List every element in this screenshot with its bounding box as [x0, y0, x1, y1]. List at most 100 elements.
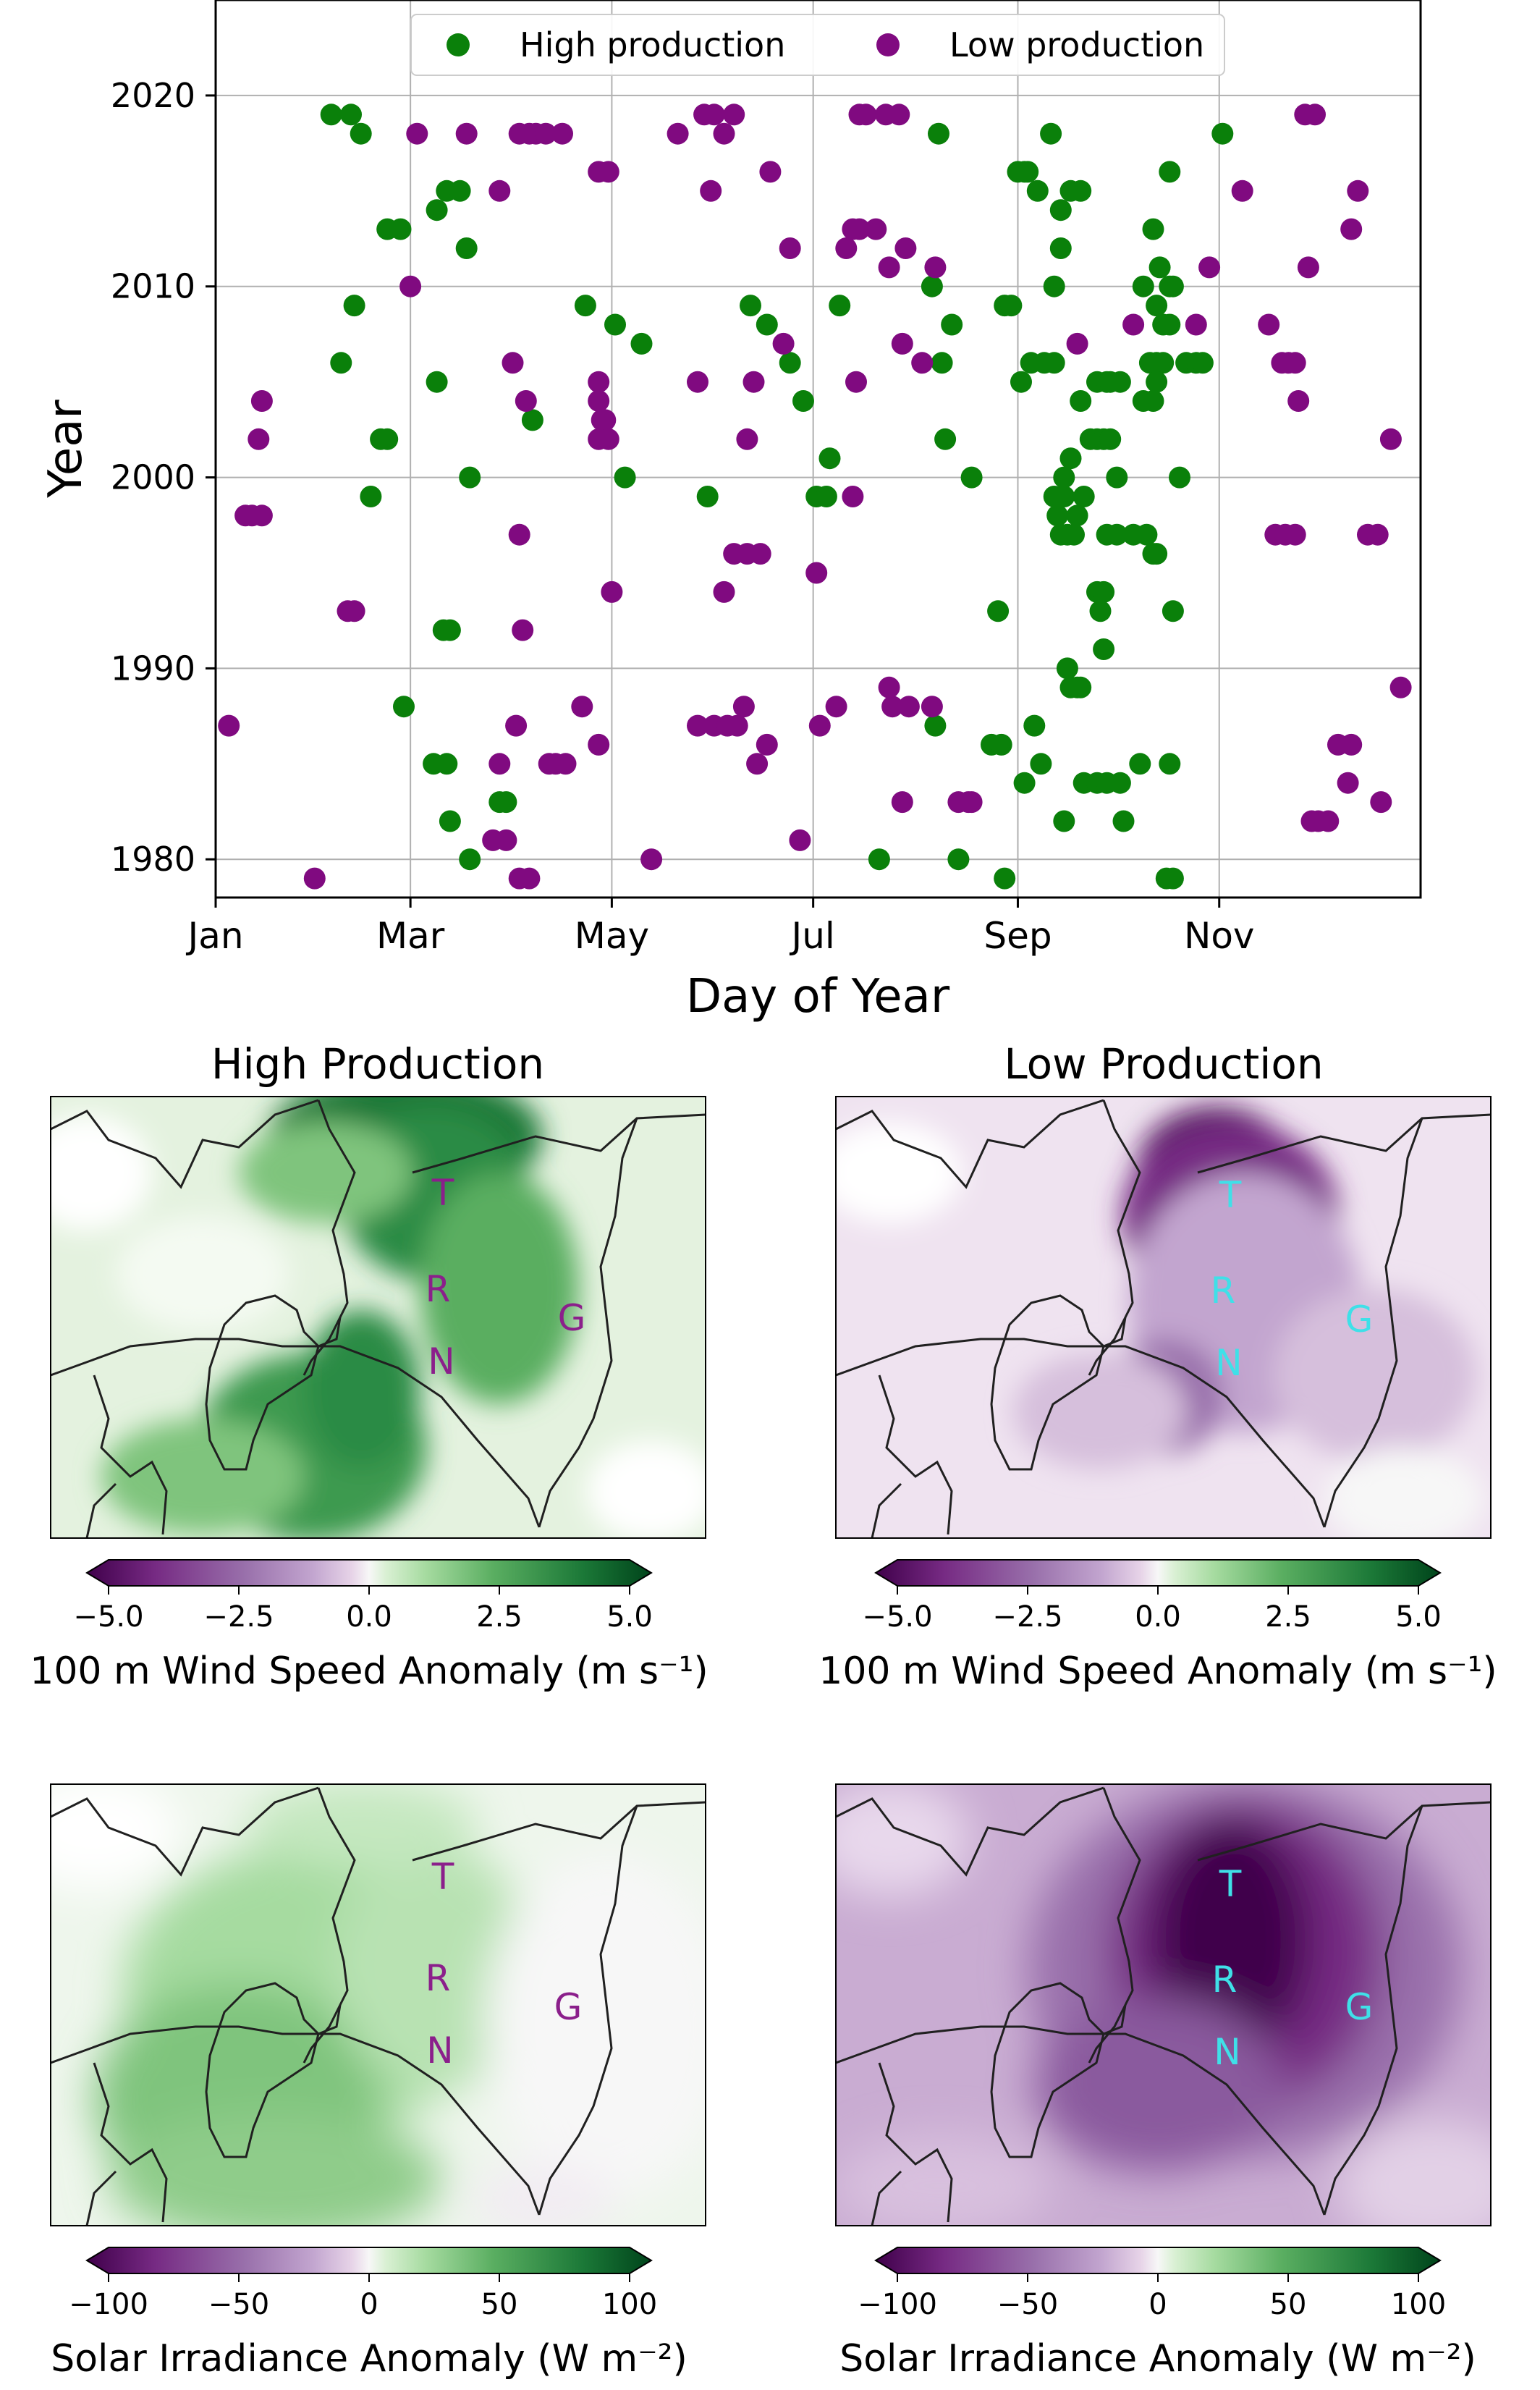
scatter-point	[518, 867, 541, 890]
colorbar-tick-label: 2.5	[476, 1600, 522, 1634]
scatter-point	[805, 562, 828, 584]
scatter-point	[888, 104, 910, 126]
scatter-point	[459, 848, 481, 871]
colorbar-tick-label: 0.0	[1135, 1600, 1181, 1634]
map-anomaly-field	[836, 1097, 1491, 1538]
scatter-point	[994, 867, 1016, 890]
scatter-point	[459, 466, 481, 489]
legend-marker-high	[447, 33, 470, 56]
scatter-point	[749, 543, 771, 565]
scatter-point	[393, 696, 415, 718]
scatter-point	[1106, 523, 1128, 546]
colorbar-tick-label: −5.0	[73, 1600, 143, 1634]
scatter-point	[1053, 486, 1075, 507]
y-tick-label: 2020	[111, 76, 195, 115]
colorbar-bar	[85, 2247, 653, 2274]
scatter-point	[248, 428, 270, 450]
x-tick-label: Mar	[376, 915, 445, 957]
scatter-point	[842, 486, 864, 507]
scatter-point	[439, 810, 461, 832]
scatter-point	[495, 829, 517, 851]
scatter-point	[1379, 428, 1402, 450]
colorbar-tick-label: 0	[1148, 2288, 1167, 2321]
scatter-point	[574, 295, 596, 317]
colorbar-tick-label: 100	[602, 2288, 657, 2321]
scatter-point	[1284, 352, 1306, 374]
map-low-wind: Low Production	[818, 1039, 1497, 1693]
scatter-point	[808, 714, 831, 737]
scatter-point	[1135, 523, 1158, 546]
scatter-point	[1066, 504, 1088, 527]
colorbar-tick-label: −100	[69, 2288, 148, 2321]
scatter-point	[772, 332, 795, 355]
colorbar-tick-label: −2.5	[992, 1600, 1062, 1634]
site-label-n: N	[428, 1340, 454, 1382]
scatter-point	[931, 352, 953, 374]
site-labels: T R N G	[426, 1856, 583, 2072]
scatter-point	[960, 791, 983, 814]
scatter-point	[1112, 810, 1135, 832]
y-tick-label: 1990	[111, 649, 195, 688]
scatter-point	[512, 619, 534, 641]
scatter-point	[947, 848, 970, 871]
y-axis-label: Year	[39, 400, 93, 499]
scatter-point	[1122, 313, 1145, 336]
scatter-point	[1340, 218, 1363, 240]
scatter-point	[597, 161, 619, 183]
scatter-point	[1148, 256, 1171, 279]
site-labels: T R N G	[1212, 1863, 1374, 2073]
colorbar-tick-label: 50	[481, 2288, 518, 2321]
scatter-point	[1053, 810, 1075, 832]
scatter-point	[1093, 580, 1115, 603]
scatter-point	[1191, 352, 1214, 374]
scatter-point	[848, 218, 871, 240]
scatter-point	[987, 600, 1010, 622]
colorbar-label: Solar Irradiance Anomaly (W m⁻²)	[51, 2337, 688, 2381]
scatter-point	[588, 371, 610, 393]
colorbar-tick-label: 50	[1270, 2288, 1307, 2321]
series-low	[218, 104, 1412, 890]
scatter-point	[389, 218, 412, 240]
scatter-point	[594, 409, 617, 431]
x-tick-label: Nov	[1184, 915, 1255, 957]
site-label-t: T	[431, 1172, 454, 1214]
scatter-point	[732, 696, 755, 718]
scatter-point	[825, 696, 847, 718]
legend-label-low: Low production	[949, 25, 1204, 64]
map-anomaly-field	[836, 1784, 1491, 2226]
scatter-point	[960, 466, 983, 489]
scatter-point	[1159, 161, 1181, 183]
country-borders	[51, 1099, 706, 1538]
scatter-point	[1162, 600, 1184, 622]
country-borders	[836, 1786, 1491, 2226]
scatter-point	[1185, 313, 1207, 336]
site-label-t: T	[431, 1856, 454, 1898]
legend-label-high: High production	[520, 25, 785, 64]
scatter-point	[1258, 313, 1280, 336]
scatter-point	[1010, 371, 1032, 393]
scatter-point	[1162, 867, 1184, 890]
scatter-point	[488, 791, 511, 814]
scatter-point	[789, 829, 811, 851]
scatter-point	[1297, 256, 1319, 279]
scatter-point	[845, 371, 867, 393]
scatter-legend: High production Low production	[410, 14, 1225, 76]
map-title-high: High Production	[211, 1039, 544, 1089]
scatter-point	[1337, 772, 1359, 794]
scatter-point	[740, 295, 761, 317]
scatter-point	[426, 371, 448, 393]
x-tick-label: May	[575, 915, 649, 957]
scatter-point	[742, 371, 765, 393]
scatter-point	[436, 753, 458, 775]
scatter-point	[1043, 275, 1065, 297]
scatter-point	[1317, 810, 1340, 832]
scatter-point	[911, 352, 934, 374]
legend-box	[410, 14, 1225, 76]
scatter-point	[878, 256, 900, 279]
scatter-point	[535, 122, 557, 145]
scatter-point	[1159, 753, 1181, 775]
scatter-point	[488, 180, 511, 202]
scatter-point	[868, 848, 890, 871]
scatter-point	[1017, 161, 1039, 183]
scatter-point	[1366, 523, 1389, 546]
